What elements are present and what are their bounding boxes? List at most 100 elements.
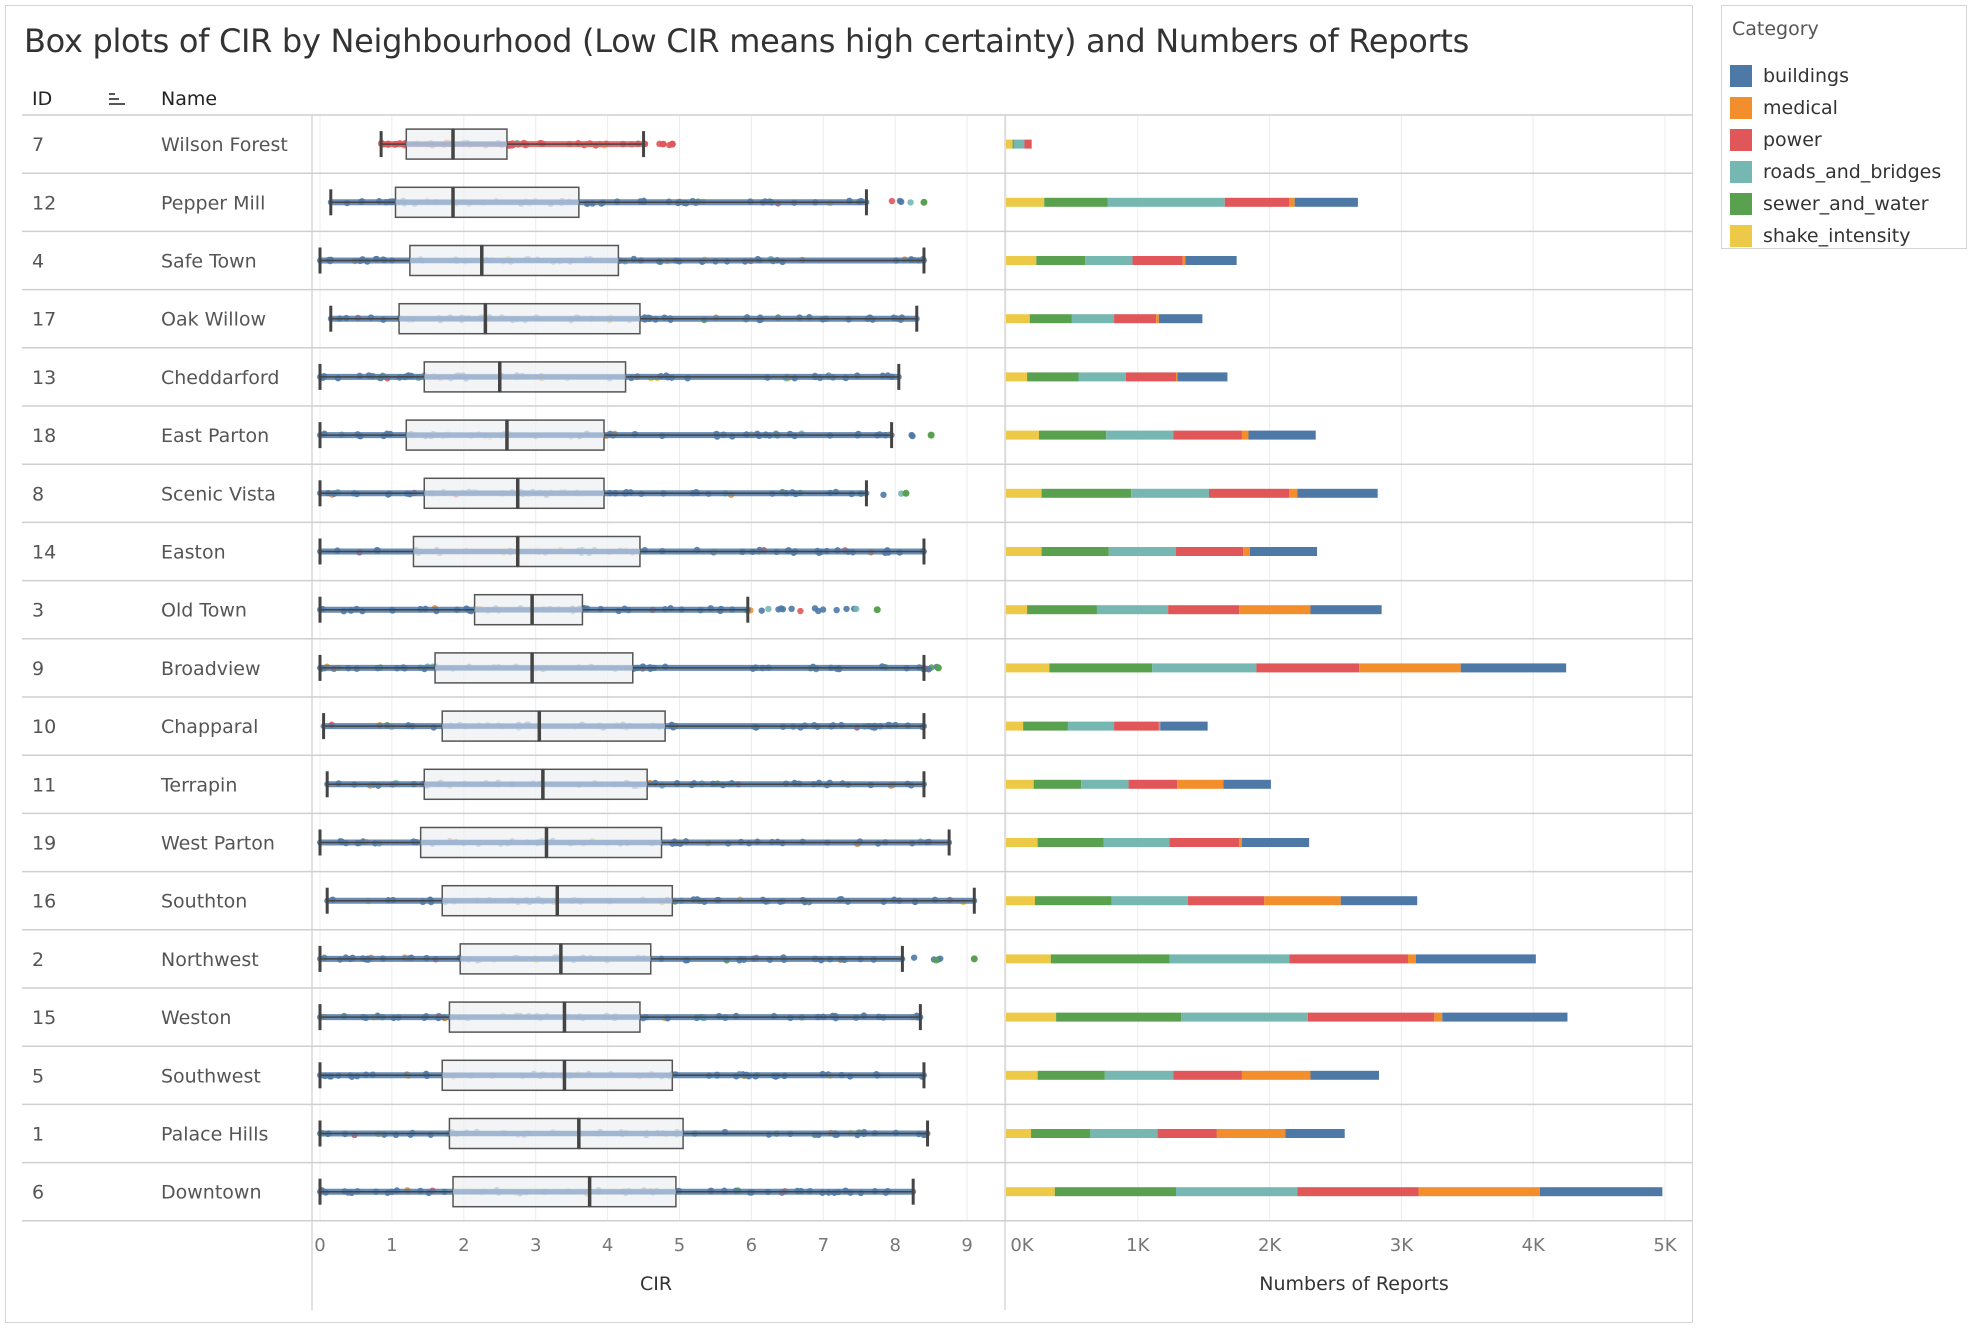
bar-segment-shake-intensity xyxy=(1006,838,1038,847)
row-id: 7 xyxy=(32,134,44,156)
bar-segment-medical xyxy=(1176,372,1178,382)
bar-segment-medical xyxy=(1289,488,1298,498)
legend-item-power[interactable]: power xyxy=(1730,127,1822,153)
bar-segment-sewer-and-water xyxy=(1050,954,1170,964)
bar-segment-power xyxy=(1297,1187,1419,1197)
legend-item-shake-intensity[interactable]: shake_intensity xyxy=(1730,223,1910,249)
legend-item-sewer-and-water[interactable]: sewer_and_water xyxy=(1730,191,1929,217)
bar-segment-sewer-and-water xyxy=(1034,896,1112,906)
cir-point xyxy=(758,607,765,614)
bar-segment-buildings xyxy=(1241,838,1310,847)
reports-tick-label: 0K xyxy=(1010,1235,1034,1256)
bar-segment-power xyxy=(1176,547,1244,556)
bar-segment-sewer-and-water xyxy=(1031,1129,1091,1138)
row-name: Broadview xyxy=(161,658,261,680)
cir-outlier xyxy=(668,140,676,148)
cir-point xyxy=(898,198,905,206)
row-name: Safe Town xyxy=(161,251,257,273)
bar-segment-sewer-and-water xyxy=(1041,488,1132,498)
cir-tick-label: 7 xyxy=(818,1235,829,1256)
bar-segment-power xyxy=(1173,1070,1242,1080)
reports-tick-label: 1K xyxy=(1126,1235,1150,1256)
bar-segment-shake-intensity xyxy=(1006,256,1037,265)
bar-segment-sewer-and-water xyxy=(1037,1070,1105,1080)
legend-item-roads-and-bridges[interactable]: roads_and_bridges xyxy=(1730,159,1941,185)
bar-segment-buildings xyxy=(1415,954,1536,964)
bar-segment-medical xyxy=(1434,1012,1443,1022)
column-header-name[interactable]: Name xyxy=(161,88,218,110)
reports-axis-title: Numbers of Reports xyxy=(1259,1273,1449,1295)
cir-point xyxy=(925,666,933,673)
bar-segment-buildings xyxy=(1442,1012,1568,1022)
bar-segment-roads-and-bridges xyxy=(1104,1070,1174,1080)
cir-tick-label: 5 xyxy=(674,1235,685,1256)
bar-segment-medical xyxy=(1243,547,1250,556)
bar-segment-medical xyxy=(1289,197,1295,207)
bar-segment-power xyxy=(1128,779,1178,789)
bar-segment-roads-and-bridges xyxy=(1106,430,1174,440)
bar-segment-shake-intensity xyxy=(1006,896,1035,906)
bar-segment-sewer-and-water xyxy=(1023,721,1068,731)
bar-segment-medical xyxy=(1418,1187,1540,1197)
bar-segment-roads-and-bridges xyxy=(1090,1129,1158,1138)
row-name: Weston xyxy=(161,1007,231,1029)
row-name: Old Town xyxy=(161,600,247,622)
bar-segment-power xyxy=(1169,838,1240,847)
row-id: 8 xyxy=(32,483,44,505)
legend-swatch xyxy=(1730,97,1752,119)
bar-segment-roads-and-bridges xyxy=(1108,547,1177,556)
bar-segment-buildings xyxy=(1310,1070,1379,1080)
cir-outlier xyxy=(927,431,935,439)
bar-segment-sewer-and-water xyxy=(1029,314,1072,324)
row-id: 13 xyxy=(32,367,56,389)
bar-segment-medical xyxy=(1177,779,1224,789)
row-name: Cheddarford xyxy=(161,367,279,389)
bar-segment-shake-intensity xyxy=(1006,1070,1038,1080)
legend-swatch xyxy=(1730,129,1752,151)
row-id: 11 xyxy=(32,774,56,796)
bar-segment-medical xyxy=(1158,721,1161,731)
bar-segment-sewer-and-water xyxy=(1033,779,1082,789)
cir-point xyxy=(833,606,840,614)
bar-segment-shake-intensity xyxy=(1006,197,1045,207)
bar-segment-shake-intensity xyxy=(1006,139,1013,149)
bar-segment-roads-and-bridges xyxy=(1067,721,1115,731)
legend-label: buildings xyxy=(1763,65,1850,87)
row-id: 9 xyxy=(32,658,44,680)
column-header-id[interactable]: ID xyxy=(32,88,53,110)
row-id: 10 xyxy=(32,716,56,738)
reports-tick-label: 3K xyxy=(1390,1235,1414,1256)
bar-segment-medical xyxy=(1241,1070,1311,1080)
cir-point xyxy=(659,140,666,148)
bar-segment-roads-and-bridges xyxy=(1103,838,1170,847)
bar-segment-sewer-and-water xyxy=(1037,838,1104,847)
bar-segment-medical xyxy=(1241,430,1249,440)
row-name: Southton xyxy=(161,891,247,913)
bar-segment-roads-and-bridges xyxy=(1081,779,1129,789)
row-id: 2 xyxy=(32,949,44,971)
row-name: Wilson Forest xyxy=(161,134,288,156)
cir-point xyxy=(797,607,804,615)
reports-tick-label: 4K xyxy=(1522,1235,1546,1256)
cir-outlier xyxy=(873,606,881,614)
bar-segment-roads-and-bridges xyxy=(1131,488,1209,498)
cir-point xyxy=(880,491,887,498)
legend-item-medical[interactable]: medical xyxy=(1730,95,1838,121)
legend-label: roads_and_bridges xyxy=(1763,161,1942,183)
cir-point xyxy=(909,432,916,440)
row-name: Northwest xyxy=(161,949,259,971)
bar-segment-sewer-and-water xyxy=(1041,547,1109,556)
row-name: Easton xyxy=(161,542,226,564)
bar-segment-medical xyxy=(1239,838,1242,847)
cir-point xyxy=(765,605,772,613)
row-name: Terrapin xyxy=(160,774,237,796)
sort-descending-icon[interactable] xyxy=(108,90,126,112)
bar-segment-roads-and-bridges xyxy=(1013,139,1025,149)
legend-item-buildings[interactable]: buildings xyxy=(1730,63,1849,89)
row-id: 6 xyxy=(32,1182,44,1204)
legend-label: shake_intensity xyxy=(1763,225,1911,247)
bar-segment-roads-and-bridges xyxy=(1181,1012,1308,1022)
row-id: 4 xyxy=(32,251,44,273)
bar-segment-shake-intensity xyxy=(1006,430,1039,440)
